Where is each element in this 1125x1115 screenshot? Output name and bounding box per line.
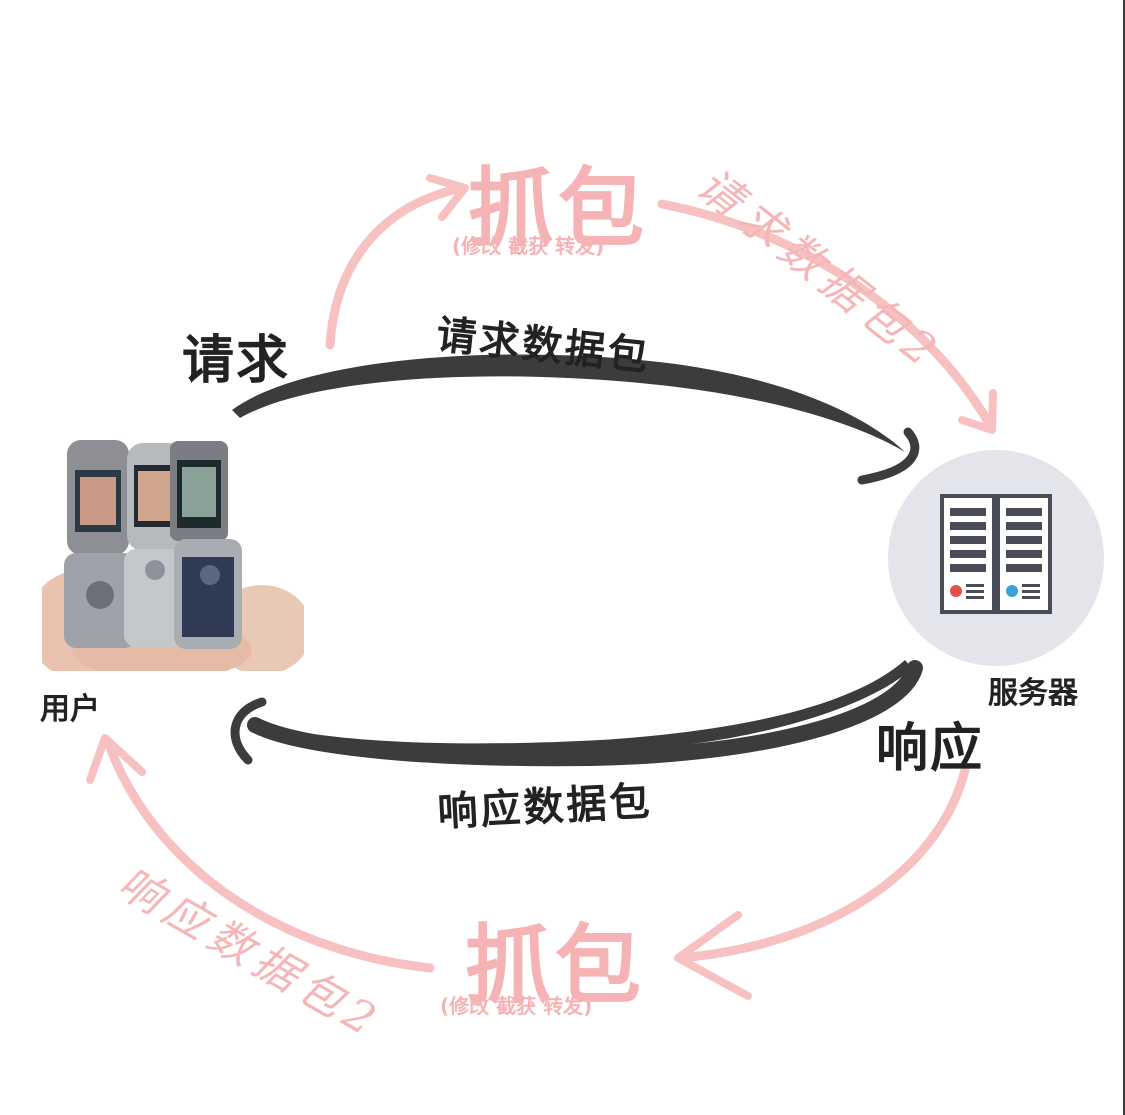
pink-arrowhead-bottom-left bbox=[86, 734, 146, 784]
dark-arrowhead-response bbox=[230, 697, 267, 765]
capture-bottom-label: 抓包 bbox=[465, 916, 645, 1016]
user-phones-image bbox=[27, 435, 312, 680]
pink-arrow-top-left bbox=[325, 183, 467, 350]
dark-arrow-response-body bbox=[247, 660, 923, 767]
response-packet-label: 响应数据包 bbox=[436, 778, 654, 836]
capture-bottom-sublabel: (修改 截获 转发) bbox=[440, 994, 593, 1018]
dark-arrow-request bbox=[232, 354, 905, 452]
request-label: 请求 bbox=[182, 331, 291, 391]
response-label: 响应 bbox=[876, 719, 985, 779]
server-label: 服务器 bbox=[988, 676, 1078, 711]
capture-top-sublabel: (修改 截获 转发) bbox=[452, 234, 605, 258]
page-right-border bbox=[1123, 0, 1125, 1115]
user-label: 用户 bbox=[40, 692, 100, 727]
pink-arrow-bottom-right bbox=[675, 765, 970, 963]
server-icon bbox=[888, 450, 1104, 666]
pink-arrow-bottom-left bbox=[103, 737, 435, 973]
pink-arrowhead-top-left bbox=[426, 174, 469, 221]
capture-top-label: 抓包 bbox=[468, 159, 648, 259]
pink-arrowhead-bottom-right bbox=[674, 911, 752, 1000]
dark-arrowhead-request bbox=[857, 427, 920, 485]
pink-arrowhead-top-right bbox=[958, 389, 997, 434]
dark-arrow-response bbox=[258, 660, 912, 754]
pink-arrow-top-right bbox=[657, 199, 995, 430]
